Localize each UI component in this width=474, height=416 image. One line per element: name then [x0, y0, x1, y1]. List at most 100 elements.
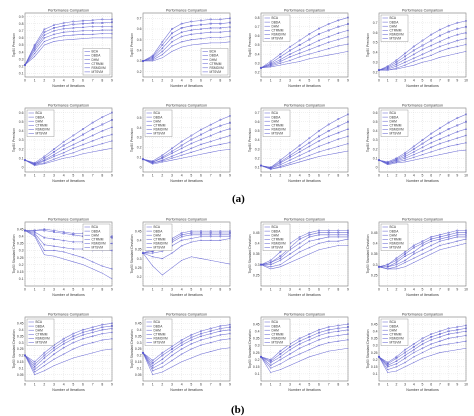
y-tick-label: 0.3 — [255, 263, 260, 267]
series-line — [260, 329, 349, 363]
data-point — [219, 261, 221, 263]
data-point — [447, 330, 450, 333]
x-tick-label: 4 — [299, 383, 301, 387]
data-point — [91, 341, 94, 344]
x-tick-label: 0 — [378, 383, 380, 387]
legend-entry: RSMDVM — [154, 242, 169, 246]
group-label-b: (b) — [231, 404, 245, 416]
data-point — [151, 369, 154, 372]
x-tick-label: 1 — [152, 383, 154, 387]
data-point — [101, 25, 104, 28]
y-tick-label: 0.45 — [135, 322, 142, 326]
x-tick-label: 7 — [328, 174, 330, 178]
x-tick-label: 1 — [387, 174, 389, 178]
legend-entry: MTSVM — [390, 132, 402, 136]
x-tick-label: 2 — [161, 288, 163, 292]
data-point — [43, 356, 46, 359]
data-point — [456, 45, 459, 48]
y-tick-label: 0.1 — [19, 156, 24, 160]
data-point — [151, 359, 154, 362]
x-tick-label: 9 — [111, 383, 113, 387]
data-point — [327, 135, 330, 138]
legend-box — [200, 48, 229, 76]
data-point — [190, 134, 193, 137]
data-point — [438, 127, 441, 130]
chart-panel-1: Performance Comparison 0.1 0.2 0.3 0.4 0.5 0.6… — [12, 9, 114, 88]
series-line — [24, 348, 113, 375]
data-point — [308, 235, 311, 238]
data-point — [430, 239, 433, 242]
series-bca — [141, 114, 231, 163]
data-point — [327, 22, 330, 25]
data-point — [229, 337, 231, 340]
data-point — [279, 60, 282, 63]
x-tick-label: 9 — [111, 288, 113, 292]
data-point — [430, 54, 433, 57]
data-point — [289, 151, 292, 154]
data-point — [346, 233, 350, 236]
data-point — [180, 151, 183, 154]
x-tick-label: 0 — [378, 174, 380, 178]
data-point — [209, 140, 212, 143]
series-mtsvm — [24, 348, 113, 375]
data-point — [337, 38, 340, 41]
legend-box — [380, 14, 409, 42]
data-point — [327, 229, 330, 232]
data-point — [152, 60, 154, 62]
data-point — [200, 153, 202, 155]
y-tick-label: 0.35 — [135, 334, 142, 338]
data-point — [421, 248, 424, 251]
x-tick-label: 8 — [101, 383, 103, 387]
data-point — [72, 134, 75, 137]
data-point — [199, 143, 203, 146]
x-tick-label: 3 — [289, 288, 291, 292]
data-point — [412, 348, 415, 351]
data-point — [289, 262, 291, 263]
data-point — [151, 249, 154, 253]
y-axis-label: Top50 Standard Deviation — [366, 234, 370, 273]
x-tick-label: 7 — [92, 288, 94, 292]
data-point — [199, 19, 202, 22]
data-point — [327, 141, 330, 144]
x-tick-label: 6 — [200, 288, 202, 292]
data-point — [219, 137, 222, 140]
series-rsmdvm — [260, 43, 349, 69]
x-tick-label: 8 — [101, 288, 103, 292]
y-tick-label: 0.4 — [137, 49, 142, 53]
series-line — [24, 119, 113, 165]
data-point — [101, 116, 104, 119]
x-tick-label: 3 — [404, 288, 406, 292]
series-line — [260, 150, 349, 170]
series-rsmdvm — [24, 140, 113, 166]
data-point — [24, 159, 26, 161]
x-tick-label: 9 — [456, 174, 458, 178]
chart-title: Performance Comparison — [284, 9, 325, 13]
x-tick-label: 7 — [92, 383, 94, 387]
data-point — [110, 111, 113, 114]
data-point — [421, 48, 424, 51]
data-point — [456, 341, 459, 344]
data-point — [308, 33, 311, 36]
legend-entry: RSMDVM — [272, 242, 287, 246]
x-tick-label: 4 — [413, 383, 415, 387]
data-point — [152, 374, 154, 375]
data-point — [337, 145, 340, 148]
data-point — [404, 253, 407, 255]
series-mtsvm — [260, 245, 349, 270]
data-point — [101, 28, 104, 32]
x-tick-label: 7 — [210, 174, 212, 178]
data-point — [228, 134, 232, 137]
x-tick-label: 2 — [161, 383, 163, 387]
legend-entry: DBDA — [272, 20, 282, 24]
data-point — [279, 58, 282, 61]
data-point — [219, 348, 221, 350]
series-line — [378, 114, 467, 163]
data-point — [171, 157, 173, 160]
data-point — [161, 274, 163, 276]
data-point — [298, 148, 301, 151]
legend-entry: BCA — [272, 320, 279, 324]
x-tick-label: 6 — [82, 174, 84, 178]
legend-entry: DHM — [390, 233, 398, 237]
x-tick-label: 6 — [430, 288, 432, 292]
legend-entry: DBDA — [390, 20, 400, 24]
